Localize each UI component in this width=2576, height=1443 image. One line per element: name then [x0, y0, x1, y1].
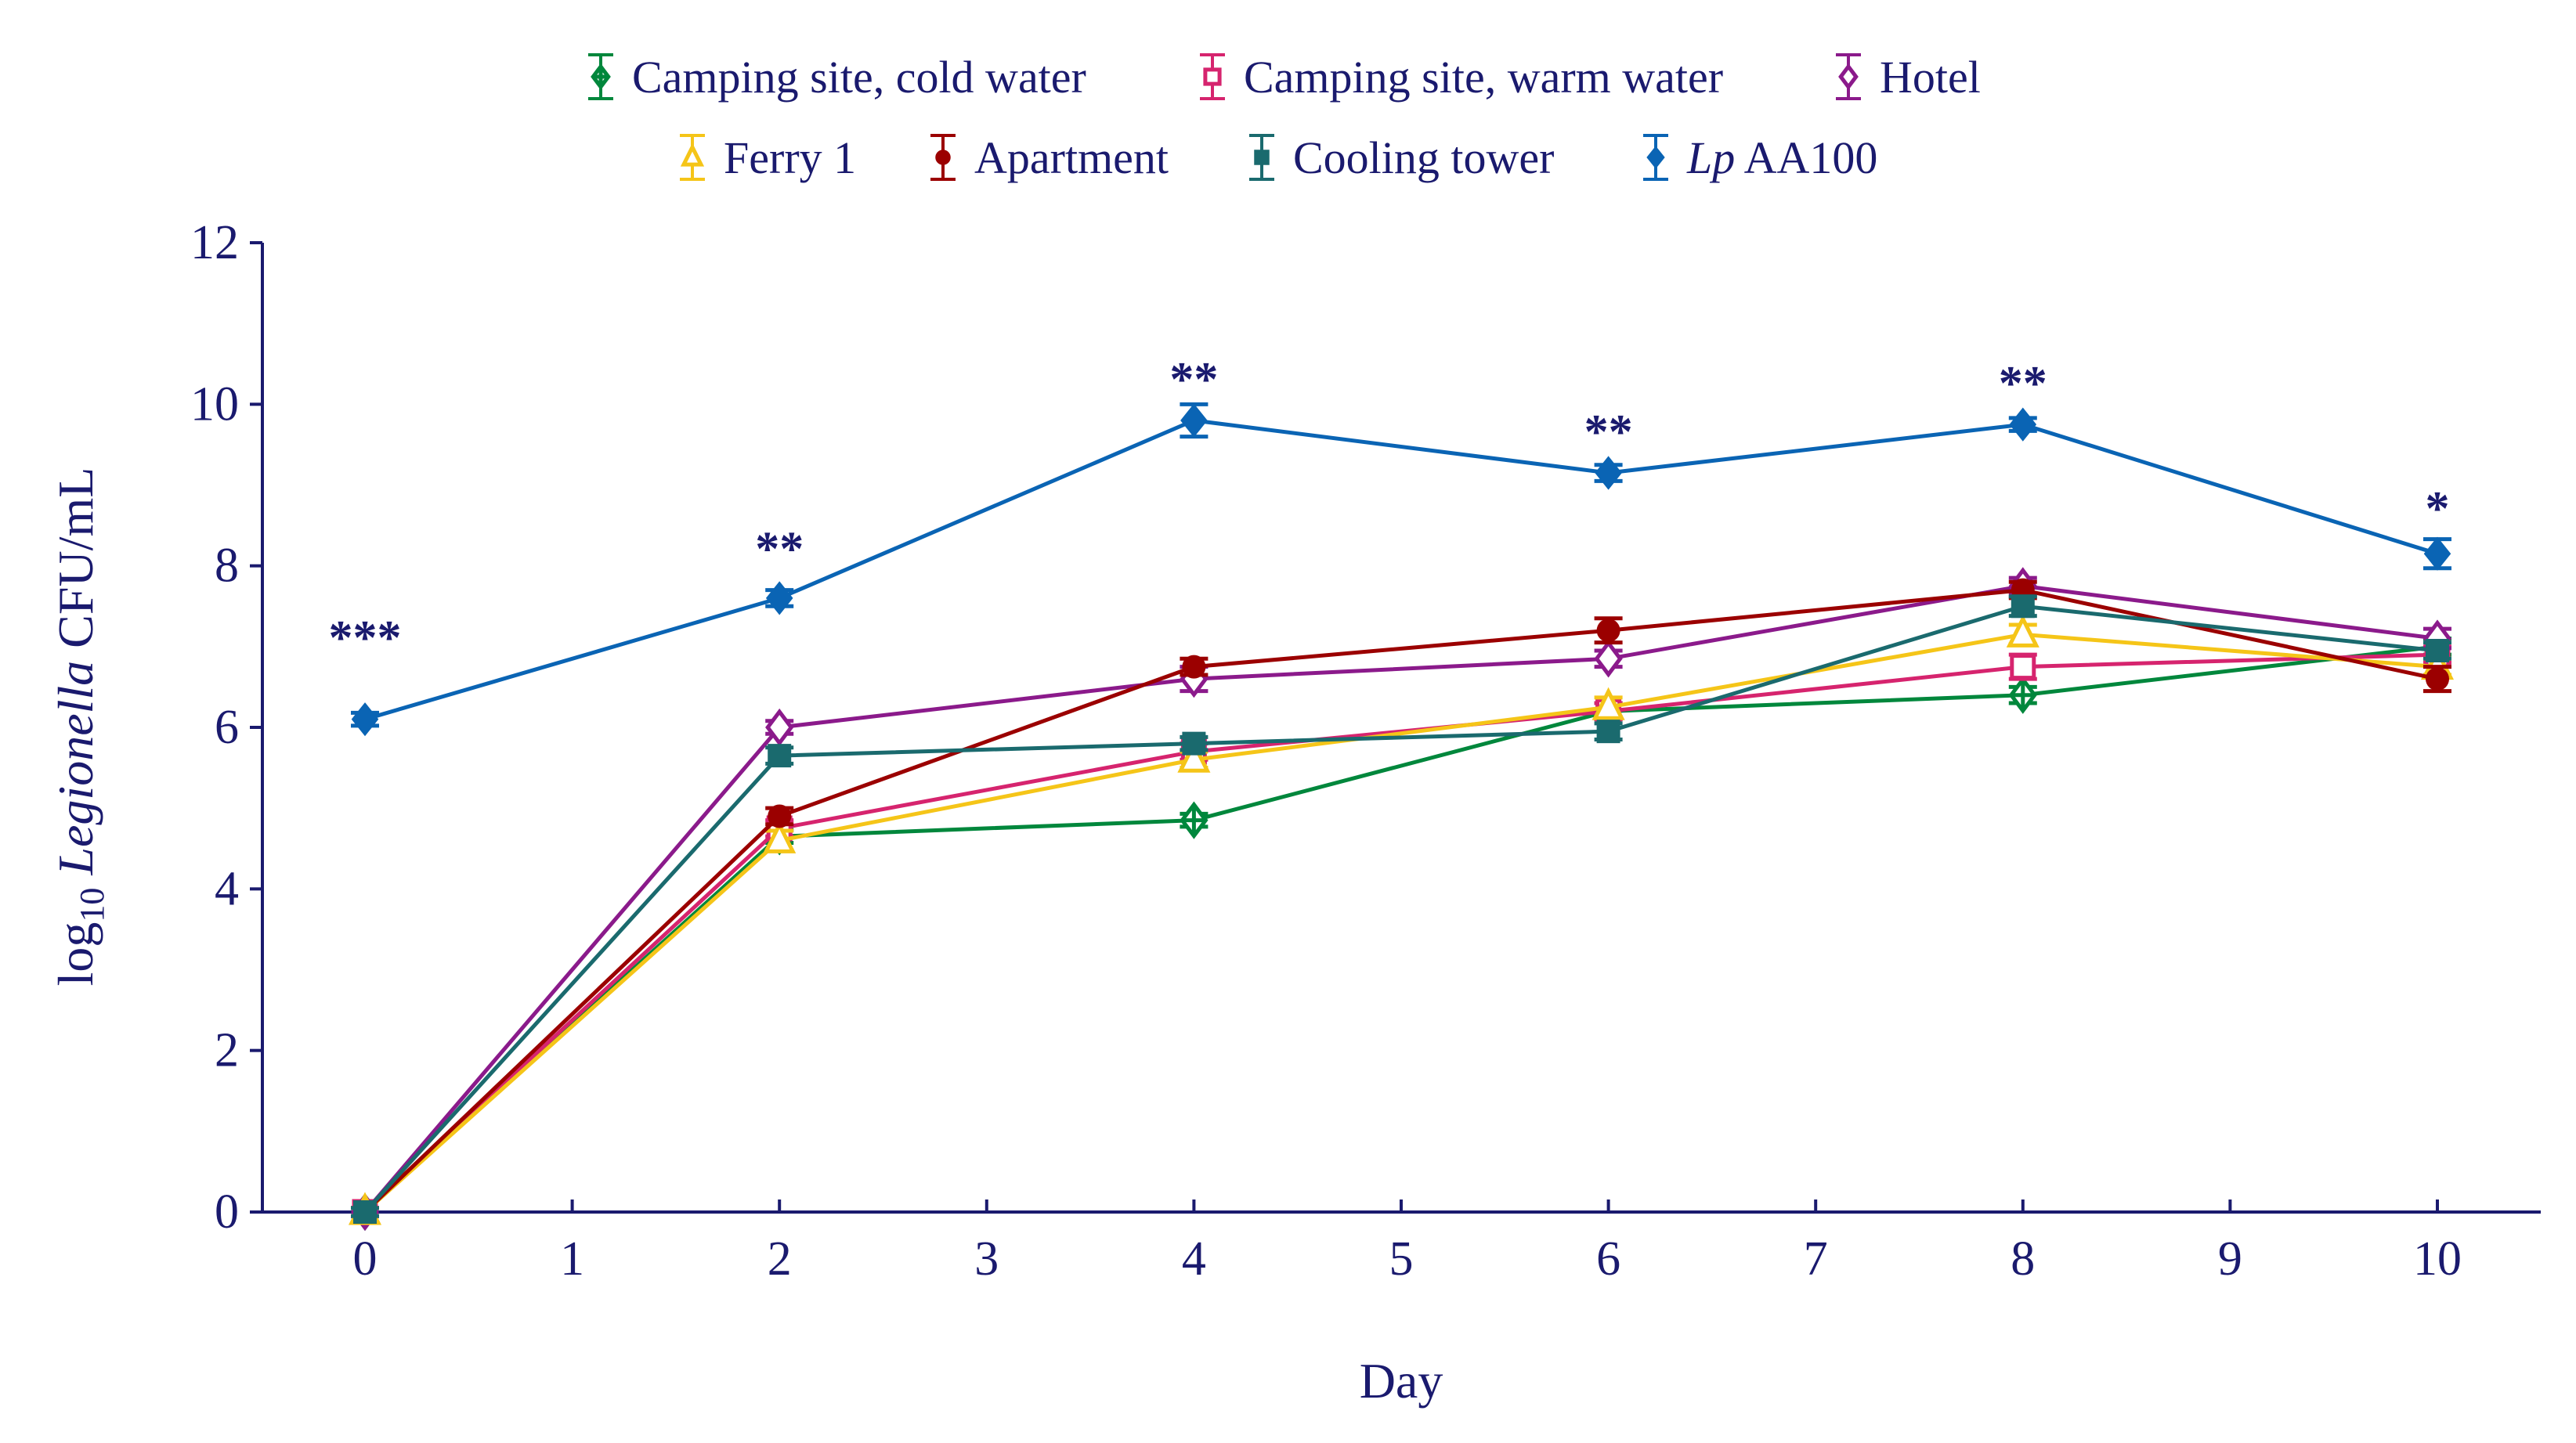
significance-annotation: ** [1584, 406, 1633, 459]
x-tick-label: 2 [768, 1232, 792, 1286]
diamond-marker [2009, 407, 2037, 442]
x-tick-label: 0 [353, 1232, 378, 1286]
significance-annotation: * [2426, 482, 2450, 536]
circle-marker [935, 150, 951, 165]
legend-item: Hotel [1836, 52, 1981, 103]
x-tick-label: 1 [560, 1232, 584, 1286]
triangle-marker [763, 820, 797, 853]
diamond-marker [1595, 456, 1622, 490]
y-tick-label: 0 [215, 1185, 239, 1239]
legend-label: Camping site, warm water [1244, 52, 1723, 103]
triangle-marker [1591, 687, 1625, 720]
legend: Camping site, cold water Camping site, wa… [588, 52, 1981, 183]
legend-item: Apartment [930, 132, 1169, 183]
circle-marker [2426, 667, 2449, 691]
x-tick-label: 10 [2413, 1232, 2462, 1286]
square-marker [2011, 594, 2035, 619]
series-camping-site-warm-water [351, 641, 2451, 1225]
diamond-marker [1180, 403, 1208, 438]
triangle-marker [680, 142, 705, 167]
x-tick-label: 8 [2011, 1232, 2035, 1286]
diamond-marker [765, 581, 793, 615]
x-tick-label: 4 [1182, 1232, 1206, 1286]
x-axis-label: Day [1360, 1353, 1443, 1409]
x-tick-label: 9 [2218, 1232, 2242, 1286]
legend-label-italic: Lp [1686, 132, 1735, 183]
x-tick-label: 7 [1804, 1232, 1828, 1286]
legend-label: Hotel [1880, 52, 1981, 103]
y-tick-label: 12 [190, 216, 239, 269]
series-line [364, 418, 2438, 722]
circle-marker [768, 804, 792, 828]
y-tick-label: 2 [215, 1024, 239, 1077]
significance-annotation: ** [1999, 357, 2047, 410]
legend-label: Camping site, cold water [632, 52, 1086, 103]
significance-annotation: ** [755, 523, 804, 576]
significance-annotation: ** [1169, 353, 1218, 406]
legend-label: Lp AA100 [1686, 132, 1877, 183]
series-apartment [351, 578, 2451, 1224]
significance-annotation: *** [329, 611, 402, 665]
series-line [363, 583, 2438, 1214]
square-marker [1182, 731, 1206, 756]
legend-label: Ferry 1 [724, 132, 856, 183]
diamond-marker [1646, 146, 1665, 169]
series-line [363, 644, 2438, 1214]
square-marker [2010, 654, 2036, 680]
square-marker [1596, 720, 1620, 744]
circle-marker [1182, 655, 1206, 679]
legend-label: Apartment [974, 132, 1169, 183]
diamond-marker [1594, 640, 1623, 678]
diamond-marker [765, 708, 794, 747]
circle-marker [1596, 619, 1620, 643]
triangle-marker [2006, 614, 2039, 648]
series-line [363, 588, 2438, 1214]
plot-area: ************ [329, 353, 2455, 1232]
square-marker [353, 1200, 377, 1224]
square-marker [2426, 638, 2449, 662]
square-marker [768, 744, 792, 768]
series-hotel [350, 567, 2452, 1232]
diamond-marker [591, 63, 611, 91]
legend-label: Cooling tower [1293, 132, 1554, 183]
diamond-marker [1838, 63, 1859, 91]
series-lp-aa100 [351, 402, 2451, 737]
y-tick-label: 8 [215, 539, 239, 593]
y-axis-label: log10 Legionella CFU/mL [48, 467, 111, 987]
legend-item: Camping site, cold water [588, 52, 1086, 103]
diamond-marker [2008, 676, 2037, 714]
series-line [363, 632, 2438, 1214]
series-line [363, 604, 2438, 1214]
legend-item: Camping site, warm water [1200, 52, 1723, 103]
diamond-marker [351, 702, 379, 737]
legend-label-rest: AA100 [1735, 132, 1877, 183]
y-tick-label: 4 [215, 862, 239, 915]
y-tick-label: 6 [215, 701, 239, 754]
diamond-marker [1180, 801, 1209, 839]
legend-item: Cooling tower [1249, 132, 1554, 183]
x-tick-label: 3 [974, 1232, 999, 1286]
series-line [363, 652, 2438, 1214]
series-ferry-1 [348, 614, 2455, 1225]
square-marker [1254, 150, 1270, 165]
triangle-marker [1177, 739, 1211, 773]
x-tick-label: 5 [1389, 1232, 1414, 1286]
legend-item: Ferry 1 [680, 132, 856, 183]
series-camping-site-cold-water [350, 627, 2452, 1232]
x-tick-label: 6 [1596, 1232, 1620, 1286]
y-tick-label: 10 [190, 377, 239, 431]
legend-item: Lp AA100 [1643, 132, 1877, 183]
square-marker [1203, 67, 1222, 86]
series-cooling-tower [351, 594, 2451, 1224]
diamond-marker [2423, 536, 2451, 571]
